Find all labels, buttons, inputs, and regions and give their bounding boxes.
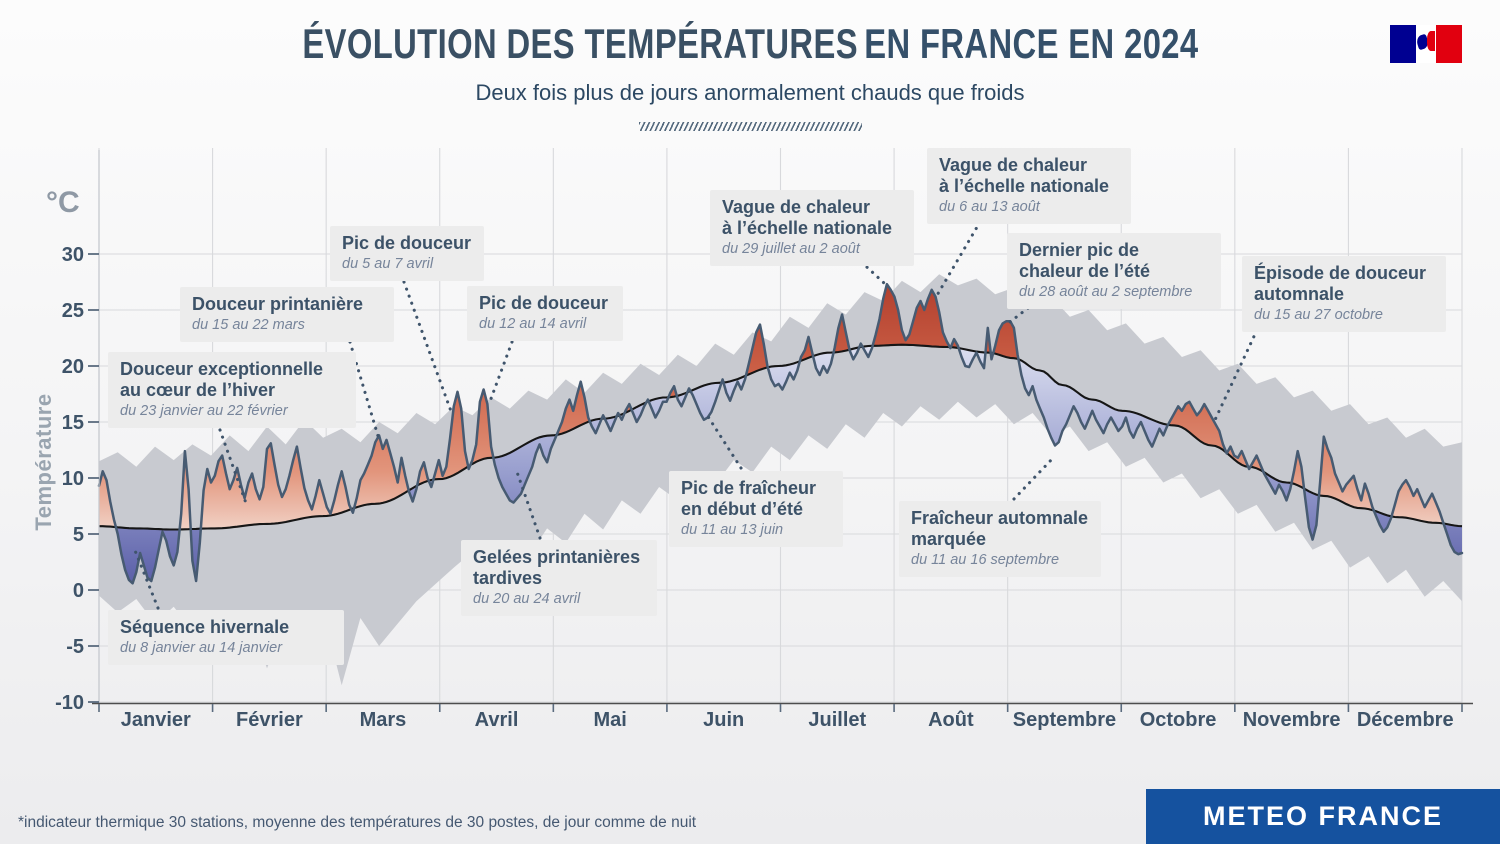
y-tick-label: 5	[73, 524, 84, 546]
axes	[88, 150, 1473, 712]
x-axis-labels: Janvier Février Mars Avril Mai Juin Juillet Aoû…	[121, 709, 1454, 731]
month-label: Mai	[593, 709, 626, 731]
y-tick-label: 20	[62, 356, 84, 378]
annotation-title: Séquence hivernale	[120, 617, 290, 637]
y-tick-label: 25	[62, 300, 84, 322]
title-regular: ÉVOLUTION DES TEMPÉRATURES	[301, 20, 858, 67]
variability-band	[99, 274, 1462, 686]
month-label: Novembre	[1243, 709, 1341, 731]
month-label: Août	[928, 709, 974, 731]
band	[99, 274, 1462, 686]
annotation-date: du 5 au 7 avril	[342, 256, 434, 273]
annotation-title: Épisode de douceur automnale	[1254, 263, 1427, 305]
month-label: Avril	[475, 709, 519, 731]
annotation-title: Fraîcheur automnale marquée	[911, 508, 1089, 550]
month-label: Décembre	[1357, 709, 1454, 731]
annotation-title: Vague de chaleur à l’échelle nationale	[939, 155, 1110, 197]
footnote: *indicateur thermique 30 stations, moyen…	[18, 814, 697, 831]
annotation-pic-fraicheur-ete: Pic de fraîcheur en début d’été du 11 au…	[669, 471, 843, 548]
month-label: Septembre	[1013, 709, 1116, 731]
y-tick-label: 0	[73, 580, 84, 602]
annotation-date: du 28 août au 2 septembre	[1019, 284, 1193, 301]
flag-blue-band	[1390, 25, 1416, 63]
annotation-date: du 6 au 13 août	[939, 199, 1040, 216]
leader-line	[1012, 455, 1056, 501]
annotation-title: Vague de chaleur à l’échelle nationale	[722, 197, 893, 239]
month-label: Janvier	[121, 709, 191, 731]
daily	[97, 282, 1464, 585]
annotation-title: Pic de douceur	[479, 293, 609, 313]
annotation-episode-douceur-automnale: Épisode de douceur automnale du 15 au 27…	[1242, 256, 1446, 333]
leader-line	[132, 546, 160, 610]
leader-line	[402, 280, 454, 416]
annotation-vague-chaleur-aout: Vague de chaleur à l’échelle nationale d…	[927, 148, 1131, 225]
annotation-pic-douceur-avril-2: Pic de douceur du 12 au 14 avril	[467, 286, 623, 341]
leader-line	[487, 340, 514, 406]
y-tick-label: 10	[62, 468, 84, 490]
annotation-title: Pic de fraîcheur en début d’été	[681, 478, 817, 520]
annotation-title: Gelées printanières tardives	[473, 547, 641, 589]
annotation-date: du 11 au 13 juin	[681, 522, 784, 539]
y-tick-label: -5	[66, 636, 84, 658]
annotation-dernier-pic-chaleur: Dernier pic de chaleur de l’été du 28 ao…	[1007, 233, 1221, 310]
annotation-fraicheur-automnale: Fraîcheur automnale marquée du 11 au 16 …	[899, 501, 1101, 578]
month-label: Octobre	[1140, 709, 1217, 731]
y-axis-unit: °C	[46, 186, 80, 219]
month-label: Mars	[360, 709, 407, 731]
daily-temperature-line	[97, 282, 1464, 585]
flag-white-band	[1415, 25, 1436, 63]
y-tick-label: 15	[62, 412, 84, 434]
normal-line	[99, 343, 1463, 531]
annotation-date: du 11 au 16 septembre	[911, 552, 1060, 569]
annotation-sequence-hivernale: Séquence hivernale du 8 janvier au 14 ja…	[108, 610, 344, 665]
hatch-divider	[639, 122, 862, 131]
annotation-date: du 12 au 14 avril	[479, 316, 587, 333]
subtitle: Deux fois plus de jours anormalement cha…	[475, 80, 1025, 105]
title-bold: EN FRANCE EN 2024	[863, 20, 1199, 67]
month-label: Juillet	[808, 709, 866, 731]
month-label: Février	[236, 709, 303, 731]
month-label: Juin	[703, 709, 744, 731]
annotation-date: du 8 janvier au 14 janvier	[120, 640, 283, 657]
annotation-pic-douceur-avril-1: Pic de douceur du 5 au 7 avril	[330, 226, 484, 281]
leader-line	[218, 428, 249, 508]
annotation-date: du 20 au 24 avril	[473, 591, 581, 608]
annotation-title: Douceur printanière	[192, 294, 364, 314]
y-axis-labels: 30 25 20 15 10 5 0 -5 -10	[55, 244, 84, 714]
y-tick-label: 30	[62, 244, 84, 266]
y-tick-label: -10	[55, 692, 84, 714]
leader-line	[934, 220, 982, 299]
annotation-title: Pic de douceur	[342, 233, 472, 253]
annotation-date: du 15 au 22 mars	[192, 317, 305, 334]
y-axis-title: Température	[31, 393, 56, 531]
brand-text: METEO FRANCE	[1203, 801, 1443, 831]
annotation-douceur-hiver: Douceur exceptionnelle au cœur de l’hive…	[108, 352, 356, 429]
annotation-vague-chaleur-juillet: Vague de chaleur à l’échelle nationale d…	[710, 190, 914, 267]
annotation-date: du 23 janvier au 22 février	[120, 403, 288, 420]
annotation-date: du 15 au 27 octobre	[1254, 307, 1383, 324]
annotation-douceur-printaniere: Douceur printanière du 15 au 22 mars	[180, 287, 394, 342]
annotation-gelees-printanieres: Gelées printanières tardives du 20 au 24…	[461, 540, 657, 617]
page-title: ÉVOLUTION DES TEMPÉRATURES EN FRANCE EN 2…	[0, 20, 1500, 68]
marianne-profile-icon	[1427, 31, 1435, 51]
flag-red-band	[1436, 25, 1462, 63]
french-republic-flag-logo	[1390, 25, 1462, 63]
normal	[99, 343, 1463, 531]
annotation-title: Douceur exceptionnelle au cœur de l’hive…	[120, 359, 324, 401]
leader-line	[705, 413, 743, 470]
annotation-title: Dernier pic de chaleur de l’été	[1019, 240, 1151, 282]
meteo-france-logo: METEO FRANCE	[1146, 789, 1500, 844]
annotation-date: du 29 juillet au 2 août	[722, 241, 860, 258]
